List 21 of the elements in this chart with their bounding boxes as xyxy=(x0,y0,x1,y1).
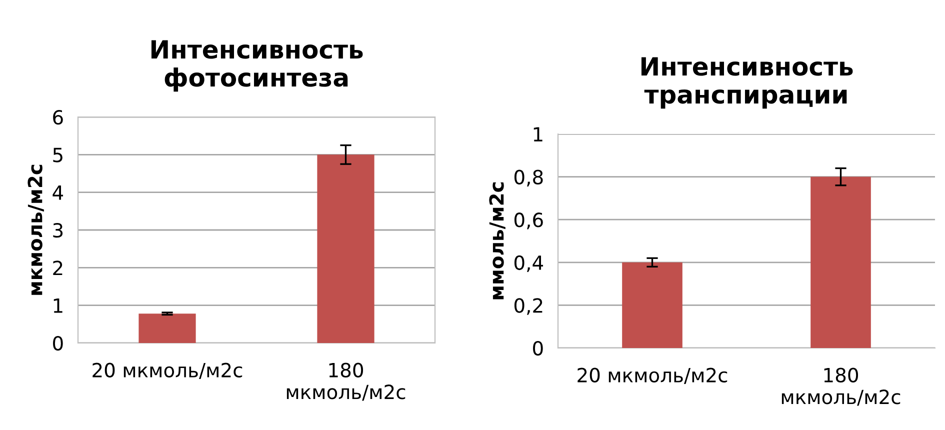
y-tick-label: 0,6 xyxy=(514,212,543,230)
y-tick-label: 2 xyxy=(53,260,62,276)
y-tick-label: 1 xyxy=(54,298,62,313)
y-tick-label: 0,4 xyxy=(514,255,544,272)
y-tick-label: 0 xyxy=(53,336,63,351)
y-tick-label: 5 xyxy=(53,148,62,162)
y-tick-label: 0,8 xyxy=(514,170,543,186)
y-tick-label: 1 xyxy=(534,127,542,142)
y-tick-label: 4 xyxy=(52,186,64,200)
y-tick-label: 3 xyxy=(53,222,63,238)
x-tick-label: 20 мкмоль/м2с xyxy=(578,368,728,384)
chart-title: Интенсивность транспирации xyxy=(641,57,853,109)
x-tick-label: 180 мкмоль/м2с xyxy=(782,368,900,406)
chart-title: Интенсивность фотосинтеза xyxy=(151,40,363,92)
y-axis-title: мкмоль/м2с xyxy=(28,164,44,295)
y-tick-label: 6 xyxy=(53,110,63,125)
x-tick-label: 180 мкмоль/м2с xyxy=(286,362,406,401)
y-axis-title: ммоль/м2с xyxy=(489,182,506,300)
x-tick-label: 20 мкмоль/м2с xyxy=(92,362,242,380)
y-tick-label: 0 xyxy=(533,340,543,356)
y-tick-label: 0,2 xyxy=(514,298,542,315)
